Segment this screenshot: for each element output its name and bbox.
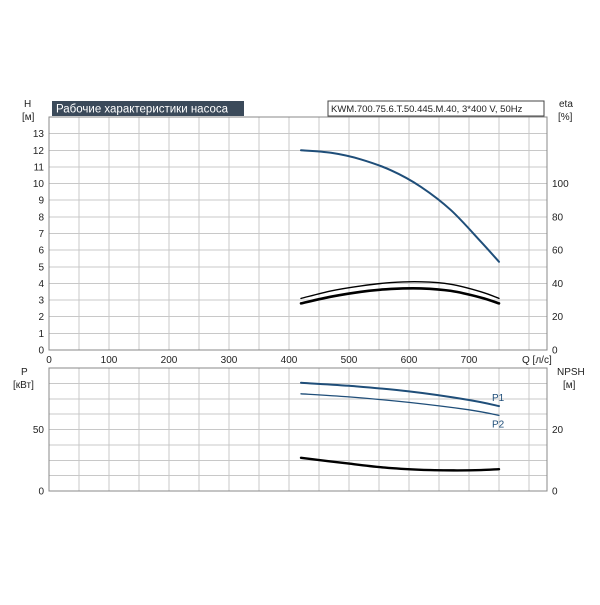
bottom-left-tick-label: 50 — [33, 425, 45, 436]
bottom-left-tick-label: 0 — [38, 487, 44, 498]
eta-axis-label: eta — [559, 99, 573, 110]
subtitle-box — [327, 100, 545, 117]
top-left-tick-label: 12 — [33, 146, 45, 157]
x-tick-label: 200 — [161, 355, 178, 366]
top-right-tick-label: 100 — [552, 179, 569, 190]
top-left-tick-label: 6 — [38, 246, 44, 257]
eta-unit-label: [%] — [558, 112, 573, 123]
chart-subtitle: KWM.700.75.6.T.50.445.M.40, 3*400 V, 50H… — [331, 104, 523, 115]
head-curve — [300, 149, 500, 263]
npsh-unit-label: [м] — [563, 380, 576, 391]
top-right-tick-label: 60 — [552, 246, 564, 257]
x-tick-label: 700 — [461, 355, 478, 366]
p-unit-label: [кВт] — [13, 380, 34, 391]
x-tick-label: 600 — [401, 355, 418, 366]
npsh-curve — [299, 456, 501, 472]
x-tick-label: 400 — [281, 355, 298, 366]
top-left-tick-label: 3 — [38, 296, 44, 307]
top-right-tick-label: 40 — [552, 279, 564, 290]
top-left-tick-label: 0 — [38, 346, 44, 357]
h-unit-label: [м] — [22, 112, 35, 123]
top-plot-frame — [48, 116, 548, 351]
x-axis-label: Q [л/с] — [522, 355, 552, 366]
h-axis-label: H — [24, 99, 31, 110]
bottom-plot-frame — [48, 367, 548, 492]
x-tick-label: 100 — [101, 355, 118, 366]
top-left-tick-label: 5 — [38, 262, 44, 273]
series-label-p1: P1 — [492, 393, 505, 404]
efficiency-curve-upper — [300, 281, 500, 300]
efficiency-curve-lower — [299, 286, 501, 305]
chart-title: Рабочие характеристики насоса — [56, 104, 229, 116]
x-tick-label: 0 — [46, 355, 52, 366]
top-left-tick-label: 11 — [34, 162, 45, 173]
top-left-tick-label: 9 — [38, 196, 44, 207]
top-right-tick-label: 80 — [552, 212, 564, 223]
bottom-right-tick-label: 0 — [552, 487, 558, 498]
top-left-tick-label: 10 — [33, 179, 45, 190]
p-axis-label: P — [21, 367, 28, 378]
series-label-p2: P2 — [492, 419, 505, 430]
power-curve-p2 — [300, 393, 500, 417]
top-left-tick-label: 8 — [38, 212, 44, 223]
title-box — [52, 101, 244, 116]
top-right-tick-label: 0 — [552, 346, 558, 357]
x-tick-label: 300 — [221, 355, 238, 366]
top-left-tick-label: 1 — [38, 329, 44, 340]
top-left-tick-label: 7 — [38, 229, 44, 240]
top-left-tick-label: 2 — [38, 312, 44, 323]
npsh-axis-label: NPSH — [557, 367, 585, 378]
bottom-right-tick-label: 20 — [552, 425, 564, 436]
top-left-tick-label: 13 — [33, 129, 45, 140]
x-tick-label: 500 — [341, 355, 358, 366]
top-left-tick-label: 4 — [38, 279, 44, 290]
power-curve-p1 — [300, 381, 500, 408]
top-right-tick-label: 20 — [552, 312, 564, 323]
